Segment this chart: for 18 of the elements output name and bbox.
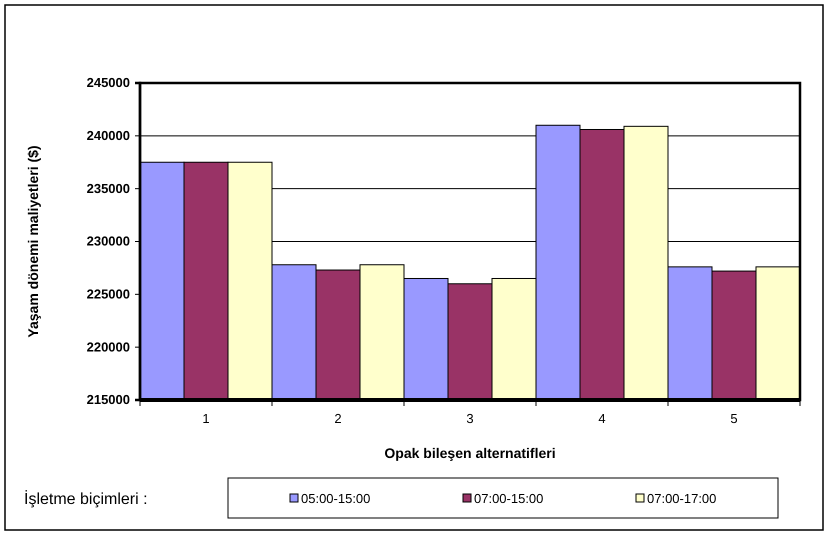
x-axis-title: Opak bileşen alternatifleri [384,445,556,461]
x-tick-label: 1 [202,411,210,426]
legend-label: 07:00-17:00 [647,491,716,506]
y-tick-label: 245000 [86,75,130,90]
x-tick-label: 5 [730,411,738,426]
legend-label: 07:00-15:00 [474,491,544,506]
x-tick-label: 2 [334,411,342,426]
y-tick-label: 230000 [86,234,130,249]
x-tick-label: 3 [466,411,474,426]
legend-label: 05:00-15:00 [301,491,370,506]
legend-title: İşletme biçimleri : [24,490,148,508]
y-tick-label: 220000 [86,339,130,354]
y-tick-label: 235000 [86,180,130,196]
y-axis-title: Yaşam dönemi maliyetleri ($) [25,145,41,338]
x-tick-label: 4 [598,411,606,426]
y-tick-label: 225000 [86,286,130,302]
y-tick-label: 240000 [86,128,130,143]
y-tick-label: 215000 [86,392,130,408]
